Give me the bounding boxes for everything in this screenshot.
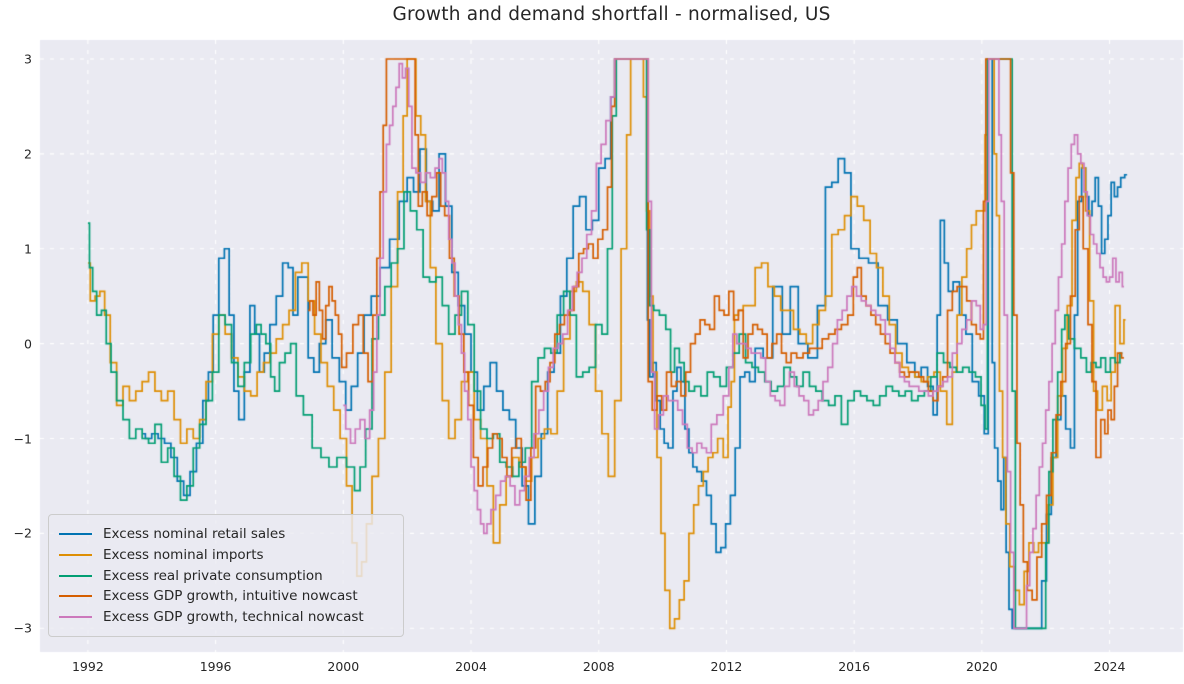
- x-tick-label: 2008: [582, 659, 615, 674]
- legend-item: Excess GDP growth, intuitive nowcast: [59, 586, 391, 606]
- legend-label: Excess nominal retail sales: [103, 526, 286, 542]
- x-tick-label: 1996: [199, 659, 232, 674]
- legend-item: Excess real private consumption: [59, 566, 391, 586]
- y-tick-label: 2: [24, 146, 32, 162]
- legend-item: Excess nominal imports: [59, 545, 391, 565]
- legend-label: Excess GDP growth, technical nowcast: [103, 609, 364, 625]
- legend: Excess nominal retail sales Excess nomina…: [48, 514, 404, 637]
- legend-item: Excess nominal retail sales: [59, 524, 391, 544]
- chart-title: Growth and demand shortfall - normalised…: [392, 4, 831, 25]
- x-tick-label: 2004: [455, 659, 487, 674]
- legend-line-swatch: [59, 533, 92, 535]
- legend-line-swatch: [59, 595, 92, 598]
- x-tick-label: 2012: [710, 659, 743, 674]
- legend-line-swatch: [59, 574, 92, 577]
- x-tick-label: 2000: [327, 659, 360, 674]
- legend-line-swatch: [59, 616, 92, 618]
- legend-item: Excess GDP growth, technical nowcast: [59, 607, 391, 627]
- y-tick-label: 0: [24, 336, 32, 352]
- x-tick-label: 2024: [1093, 659, 1126, 674]
- legend-label: Excess nominal imports: [103, 546, 264, 563]
- y-tick-label: −1: [13, 431, 32, 446]
- y-tick-label: −3: [13, 620, 32, 636]
- legend-label: Excess real private consumption: [103, 567, 323, 584]
- x-tick-label: 2020: [965, 659, 998, 674]
- y-tick-label: −2: [13, 525, 32, 541]
- x-tick-label: 2016: [838, 659, 871, 674]
- legend-line-swatch: [59, 553, 92, 556]
- x-tick-label: 1992: [71, 659, 104, 674]
- legend-label: Excess GDP growth, intuitive nowcast: [103, 588, 358, 605]
- y-tick-label: 1: [24, 241, 32, 257]
- y-tick-label: 3: [24, 51, 32, 67]
